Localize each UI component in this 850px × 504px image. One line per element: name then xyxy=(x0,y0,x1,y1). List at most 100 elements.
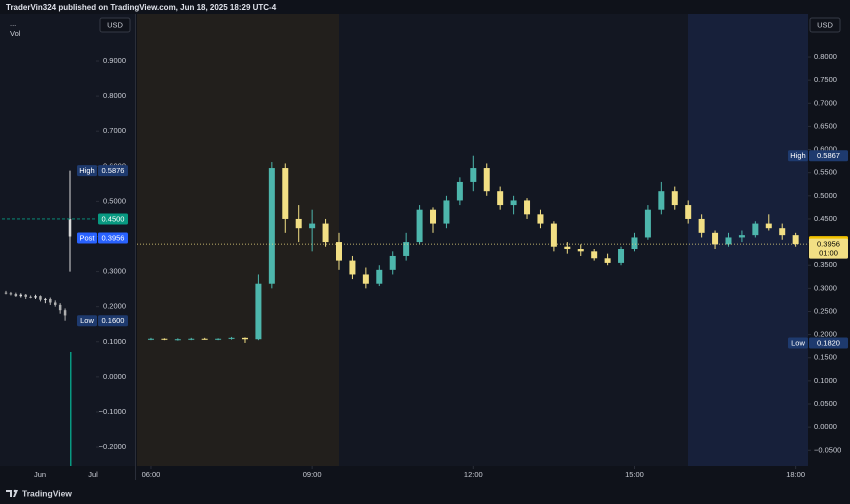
logo-dot xyxy=(13,489,17,493)
candle-body xyxy=(644,209,651,238)
candle-body xyxy=(282,168,289,219)
candle-body xyxy=(44,298,47,300)
candle-body xyxy=(362,274,369,284)
candle-body xyxy=(322,223,329,243)
price-label-value: 0.1820 xyxy=(817,338,840,347)
price-label-value: 0.3956 xyxy=(102,234,125,243)
header: TraderVin324 published on TradingView.co… xyxy=(6,3,277,12)
price-tag: Low xyxy=(791,338,805,347)
y-tick-label: 0.6500 xyxy=(814,121,837,130)
candle-body xyxy=(34,296,37,298)
price-label-value: 0.1600 xyxy=(102,316,125,325)
candle-body xyxy=(685,205,692,219)
candle-body xyxy=(604,258,611,263)
candle-body xyxy=(537,214,544,224)
candle-body xyxy=(295,218,302,229)
candle-body xyxy=(550,223,557,247)
currency: USD xyxy=(817,20,833,29)
candle-body xyxy=(510,200,517,206)
price-label-box xyxy=(98,315,128,327)
y-tick-label: 0.5500 xyxy=(814,168,837,177)
candle-body xyxy=(14,294,18,297)
x-tick-label: 15:00 xyxy=(625,470,644,479)
y-tick-label: −0.0500 xyxy=(814,445,841,454)
candle-body xyxy=(29,296,32,298)
candle-body xyxy=(24,294,27,297)
y-tick-label: 0.1500 xyxy=(814,353,837,362)
indicator-label: Vol xyxy=(10,29,21,38)
price-label-value: 0.3956 xyxy=(817,240,840,249)
y-tick-label: 0.1000 xyxy=(103,337,126,346)
y-tick-label: 0.6000 xyxy=(814,145,837,154)
y-tick-label: 0.3000 xyxy=(103,267,126,276)
x-tick-label: 12:00 xyxy=(464,470,483,479)
candle-body xyxy=(9,293,13,295)
candle-body xyxy=(215,338,222,340)
y-tick-label: 0.5000 xyxy=(103,196,126,205)
price-tag: Low xyxy=(80,316,94,325)
candle-body xyxy=(63,310,67,316)
y-tick-label: 0.8000 xyxy=(103,91,126,100)
x-tick-label: 09:00 xyxy=(303,470,322,479)
currency-box xyxy=(809,17,841,33)
price-tag-box xyxy=(77,315,97,327)
volume-bar xyxy=(70,352,72,466)
candle-body xyxy=(738,235,745,238)
candle-body xyxy=(241,337,248,340)
y-tick-label: 0.7000 xyxy=(103,126,126,135)
y-tick-label: 0.5000 xyxy=(814,191,837,200)
y-tick-label: 0.1000 xyxy=(814,376,837,385)
candle-body xyxy=(201,338,208,340)
price-label-box xyxy=(809,150,848,162)
countdown: 01:00 xyxy=(819,249,838,258)
candle-body xyxy=(58,304,62,311)
price-label-box xyxy=(809,238,848,259)
currency: USD xyxy=(107,20,123,29)
price-tag-box xyxy=(77,165,97,177)
candle-body xyxy=(430,209,437,224)
candle-body xyxy=(470,168,477,182)
x-tick-label: Jun xyxy=(34,470,46,479)
y-tick-label: 0.9000 xyxy=(103,56,126,65)
price-label-box xyxy=(809,337,848,349)
candle-body xyxy=(309,223,316,229)
footer-brand: TradingView xyxy=(22,488,72,498)
postmarket-shade xyxy=(688,14,808,466)
price-tag: Post xyxy=(79,234,95,243)
candle-body xyxy=(712,232,719,245)
candle-body xyxy=(19,294,23,297)
candle-body xyxy=(416,209,423,243)
candle-body xyxy=(497,191,504,206)
candle-body xyxy=(631,237,638,250)
menu: ... xyxy=(10,19,16,28)
y-tick-label: 0.2500 xyxy=(814,306,837,315)
y-tick-label: −0.2000 xyxy=(99,442,126,451)
candle-body xyxy=(671,191,678,206)
x-tick-label: Jul xyxy=(88,470,98,479)
price-label-value: 0.4500 xyxy=(102,214,125,223)
candle-body xyxy=(39,296,42,300)
premarket-shade xyxy=(137,14,339,466)
candle-body xyxy=(752,223,759,236)
candle-body xyxy=(268,168,275,284)
price-tag: High xyxy=(79,166,94,175)
currency-box xyxy=(99,17,131,33)
price-label-box xyxy=(98,232,128,244)
candle-body xyxy=(591,251,598,259)
y-tick-label: 0.4500 xyxy=(814,214,837,223)
price-label-box xyxy=(98,213,128,225)
candle-body xyxy=(443,200,450,224)
candle-body xyxy=(228,337,235,339)
logo xyxy=(6,489,18,497)
price-tag-box xyxy=(788,337,808,349)
price-label-value: 0.5867 xyxy=(817,151,840,160)
candle-body xyxy=(403,242,410,256)
logo-mark xyxy=(6,490,18,497)
y-tick-label: 0.7500 xyxy=(814,75,837,84)
candle-body xyxy=(174,339,181,341)
candle-body xyxy=(792,235,799,245)
price-label-value: 0.5876 xyxy=(102,166,125,175)
candle-body xyxy=(161,338,168,340)
x-tick-label: 06:00 xyxy=(142,470,161,479)
